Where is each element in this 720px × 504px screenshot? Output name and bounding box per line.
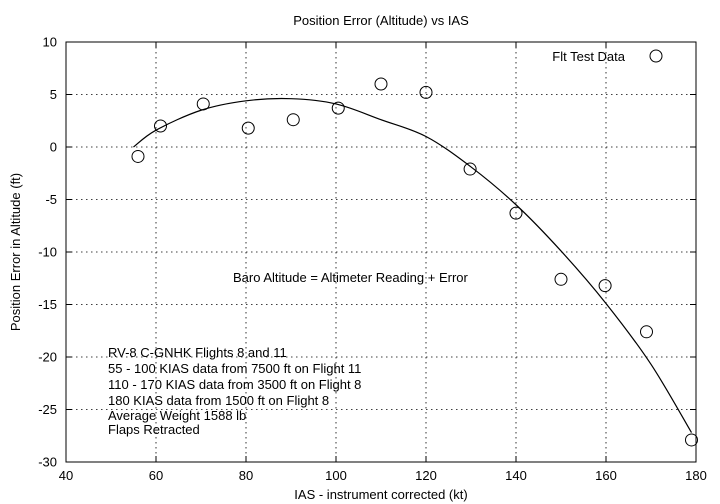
y-axis-label: Position Error in Altitude (ft): [8, 173, 23, 331]
x-tick-label: 180: [685, 468, 707, 483]
annotations: Baro Altitude = Altimeter Reading + Erro…: [108, 270, 469, 437]
data-point: [241, 121, 255, 135]
data-point: [509, 206, 523, 220]
y-tick-label: -15: [38, 297, 57, 312]
plot-frame: [65, 41, 697, 463]
x-tick-label: 140: [505, 468, 527, 483]
data-point: [598, 279, 612, 293]
data-point: [131, 149, 145, 163]
data-point: [463, 162, 477, 176]
data-point: [286, 113, 300, 127]
data-point: [419, 85, 433, 99]
legend-label: Flt Test Data: [552, 49, 626, 64]
annotation-baro: Baro Altitude = Altimeter Reading + Erro…: [233, 270, 469, 285]
data-point: [640, 325, 653, 339]
annotation-weight: Average Weight 1588 lb: [108, 408, 246, 423]
y-tick-label: -10: [38, 245, 57, 260]
legend: Flt Test Data: [552, 49, 663, 64]
data-points: [131, 77, 698, 447]
y-tick-label: -5: [45, 192, 57, 207]
x-tick-label: 60: [149, 468, 163, 483]
y-tick-label: 5: [50, 87, 57, 102]
x-tick-label: 100: [325, 468, 347, 483]
x-tick-label: 120: [415, 468, 437, 483]
grid: [66, 42, 696, 462]
x-tick-label: 40: [59, 468, 73, 483]
y-tick-label: 0: [50, 140, 57, 155]
chart-title: Position Error (Altitude) vs IAS: [293, 13, 469, 28]
annotation-flight8-1500: 180 KIAS data from 1500 ft on Flight 8: [108, 393, 329, 408]
annotation-flight8-3500: 110 - 170 KIAS data from 3500 ft on Flig…: [108, 377, 361, 392]
y-tick-label: 10: [43, 35, 57, 50]
x-axis-label: IAS - instrument corrected (kt): [294, 487, 467, 502]
x-tick-label: 160: [595, 468, 617, 483]
y-tick-label: -25: [38, 402, 57, 417]
annotation-flaps: Flaps Retracted: [108, 422, 200, 437]
legend-marker: [649, 49, 663, 63]
annotation-aircraft: RV-8 C-GNHK Flights 8 and 11: [108, 345, 287, 360]
data-point: [154, 119, 167, 133]
data-point: [196, 97, 210, 111]
data-point: [554, 272, 568, 286]
y-tick-label: -30: [38, 455, 57, 470]
data-point: [374, 77, 388, 91]
y-tick-label: -20: [38, 350, 57, 365]
data-point: [685, 433, 698, 447]
fit-curve: [133, 97, 693, 433]
tick-labels: 40 60 80 100 120 140 160 180 -30 -25 -20 -15 -10 -5 0 5…: [38, 35, 707, 484]
annotation-flight11: 55 - 100 KIAS data from 7500 ft on Fligh…: [108, 361, 361, 376]
data-point: [331, 101, 345, 115]
x-tick-label: 80: [239, 468, 253, 483]
